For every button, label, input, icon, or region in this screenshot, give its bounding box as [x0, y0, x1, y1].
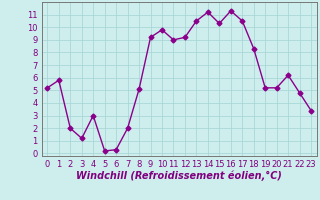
X-axis label: Windchill (Refroidissement éolien,°C): Windchill (Refroidissement éolien,°C)	[76, 171, 282, 181]
